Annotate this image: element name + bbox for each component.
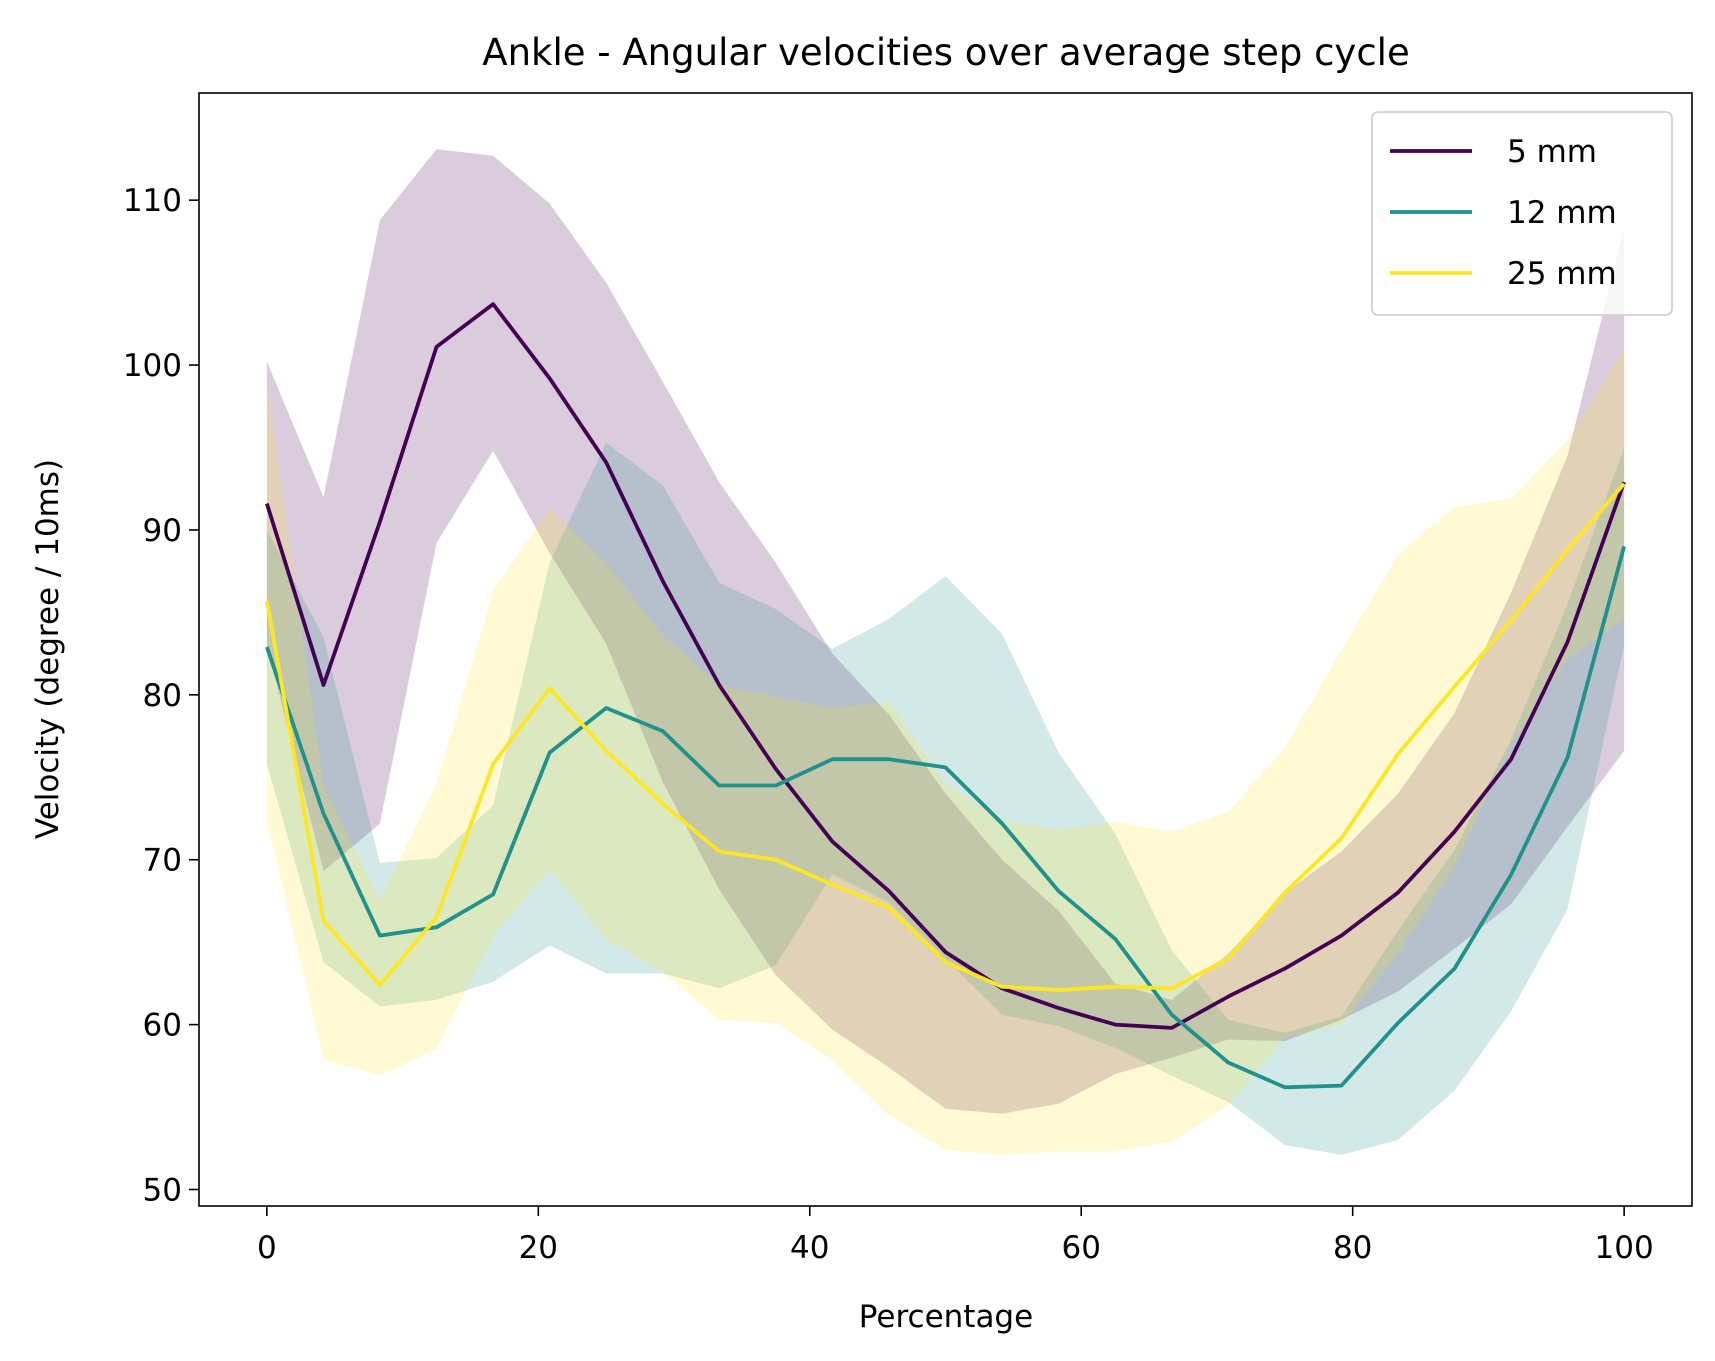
x-tick-label: 20 [519,1230,558,1266]
line-series-1 [265,302,1626,1030]
x-tick-label: 40 [790,1230,829,1266]
y-tick-label: 90 [143,513,182,549]
y-tick-label: 50 [143,1173,182,1209]
band-series-1 [266,149,1625,1114]
x-tick-label: 80 [1333,1230,1372,1266]
y-tick-label: 70 [143,843,182,879]
x-tick-label: 100 [1595,1230,1654,1266]
band-series-2 [266,442,1625,1155]
legend-label-series-1: 5 mm [1507,134,1597,170]
x-tick-label: 60 [1062,1230,1101,1266]
x-axis-ticks: 0 20 40 60 80 100 [257,1206,1654,1266]
legend-box [1371,111,1673,316]
y-tick-label: 110 [123,183,182,219]
y-tick-label: 60 [143,1008,182,1044]
plot-frame [198,92,1693,1207]
confidence-bands [266,149,1625,1155]
y-axis-ticks: 50 60 70 80 90 100 110 [123,183,199,1209]
y-tick-label: 100 [123,348,182,384]
x-axis-label: Percentage [859,1299,1033,1335]
y-axis-label: Velocity (degree / 10ms) [30,459,66,839]
series-lines [265,302,1626,1090]
legend-label-series-3: 25 mm [1507,256,1617,292]
x-tick-label: 0 [257,1230,277,1266]
chart-title: Ankle - Angular velocities over average … [482,31,1409,74]
y-tick-label: 80 [143,678,182,714]
legend-label-series-2: 12 mm [1507,195,1617,231]
line-series-3 [265,482,1626,992]
legend: 5 mm 12 mm 25 mm [1371,111,1673,316]
line-series-2 [265,545,1626,1090]
band-series-3 [266,348,1625,1155]
